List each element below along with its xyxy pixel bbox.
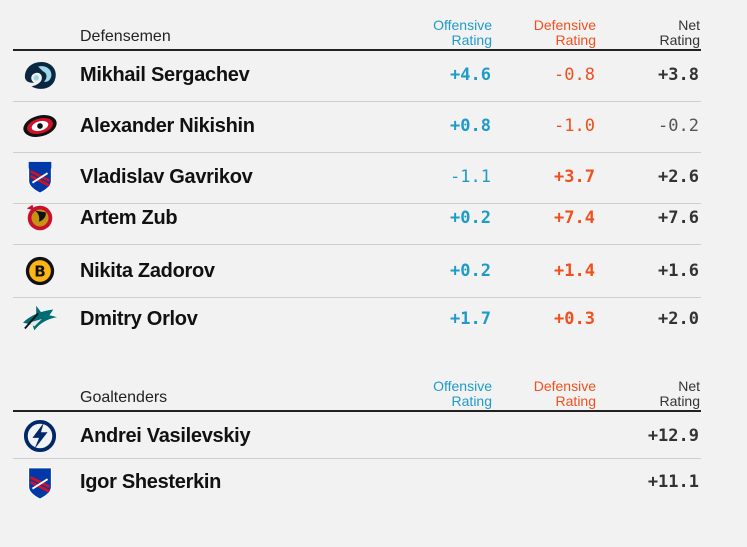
offensive-rating-header: Offensive Rating	[433, 378, 492, 409]
table-row: Dmitry Orlov +1.7 +0.3 +2.0	[13, 295, 701, 345]
defensemen-header: Defensemen Offensive Rating Defensive Rati…	[0, 4, 747, 48]
defensemen-title: Defensemen	[80, 28, 171, 45]
rangers-logo-icon	[28, 467, 52, 500]
header-divider	[13, 410, 701, 412]
net-rating: +2.0	[658, 309, 699, 329]
goaltenders-header: Goaltenders Offensive Rating Defensive Rat…	[0, 365, 747, 409]
table-row: Igor Shesterkin +11.1	[13, 459, 701, 509]
rangers-logo-icon	[28, 161, 52, 194]
bruins-logo-icon: B	[25, 256, 55, 286]
table-row: Artem Zub +0.2 +7.4 +7.6	[13, 194, 701, 245]
offensive-rating: +4.6	[450, 65, 491, 85]
table-row: Mikhail Sergachev +4.6 -0.8 +3.8	[13, 51, 701, 102]
lightning-logo-icon	[23, 419, 57, 453]
hurricanes-logo-icon	[23, 115, 57, 137]
net-rating: +12.9	[647, 426, 699, 446]
offensive-rating-header: Offensive Rating	[433, 17, 492, 48]
defensive-rating: -1.0	[554, 116, 595, 136]
defensive-rating: +0.3	[554, 309, 595, 329]
net-rating: +3.8	[658, 65, 699, 85]
net-rating: +1.6	[658, 261, 699, 281]
table-row: Alexander Nikishin +0.8 -1.0 -0.2	[13, 102, 701, 153]
player-name: Artem Zub	[80, 207, 178, 229]
player-name: Andrei Vasilevskiy	[80, 425, 251, 447]
net-rating: +2.6	[658, 167, 699, 187]
defensive-rating-header: Defensive Rating	[533, 378, 596, 409]
sharks-logo-icon	[23, 305, 57, 331]
kraken-logo-icon	[24, 62, 56, 89]
net-rating: -0.2	[658, 116, 699, 136]
defensive-rating-header: Defensive Rating	[533, 17, 596, 48]
player-name: Igor Shesterkin	[80, 471, 222, 493]
offensive-rating: +0.2	[450, 261, 491, 281]
defensive-rating: +7.4	[554, 208, 595, 228]
svg-text:B: B	[34, 263, 46, 281]
player-name: Alexander Nikishin	[80, 115, 255, 137]
table-row: Vladislav Gavrikov -1.1 +3.7 +2.6	[13, 153, 701, 204]
player-name: Mikhail Sergachev	[80, 64, 250, 86]
offensive-rating: +1.7	[450, 309, 491, 329]
offensive-rating: -1.1	[450, 167, 491, 187]
offensive-rating: +0.2	[450, 208, 491, 228]
header-divider	[13, 49, 701, 51]
goaltenders-title: Goaltenders	[80, 389, 168, 406]
player-name: Vladislav Gavrikov	[80, 166, 253, 188]
net-rating: +11.1	[647, 472, 699, 492]
player-name: Nikita Zadorov	[80, 260, 215, 282]
defensive-rating: +1.4	[554, 261, 595, 281]
player-name: Dmitry Orlov	[80, 308, 198, 330]
defensive-rating: +3.7	[554, 167, 595, 187]
offensive-rating: +0.8	[450, 116, 491, 136]
table-row: Andrei Vasilevskiy +12.9	[13, 412, 701, 459]
net-rating-header: Net Rating	[659, 378, 700, 409]
senators-logo-icon	[26, 204, 53, 231]
table-row: B Nikita Zadorov +0.2 +1.4 +1.6	[13, 247, 701, 298]
defensive-rating: -0.8	[554, 65, 595, 85]
net-rating: +7.6	[658, 208, 699, 228]
net-rating-header: Net Rating	[659, 17, 700, 48]
